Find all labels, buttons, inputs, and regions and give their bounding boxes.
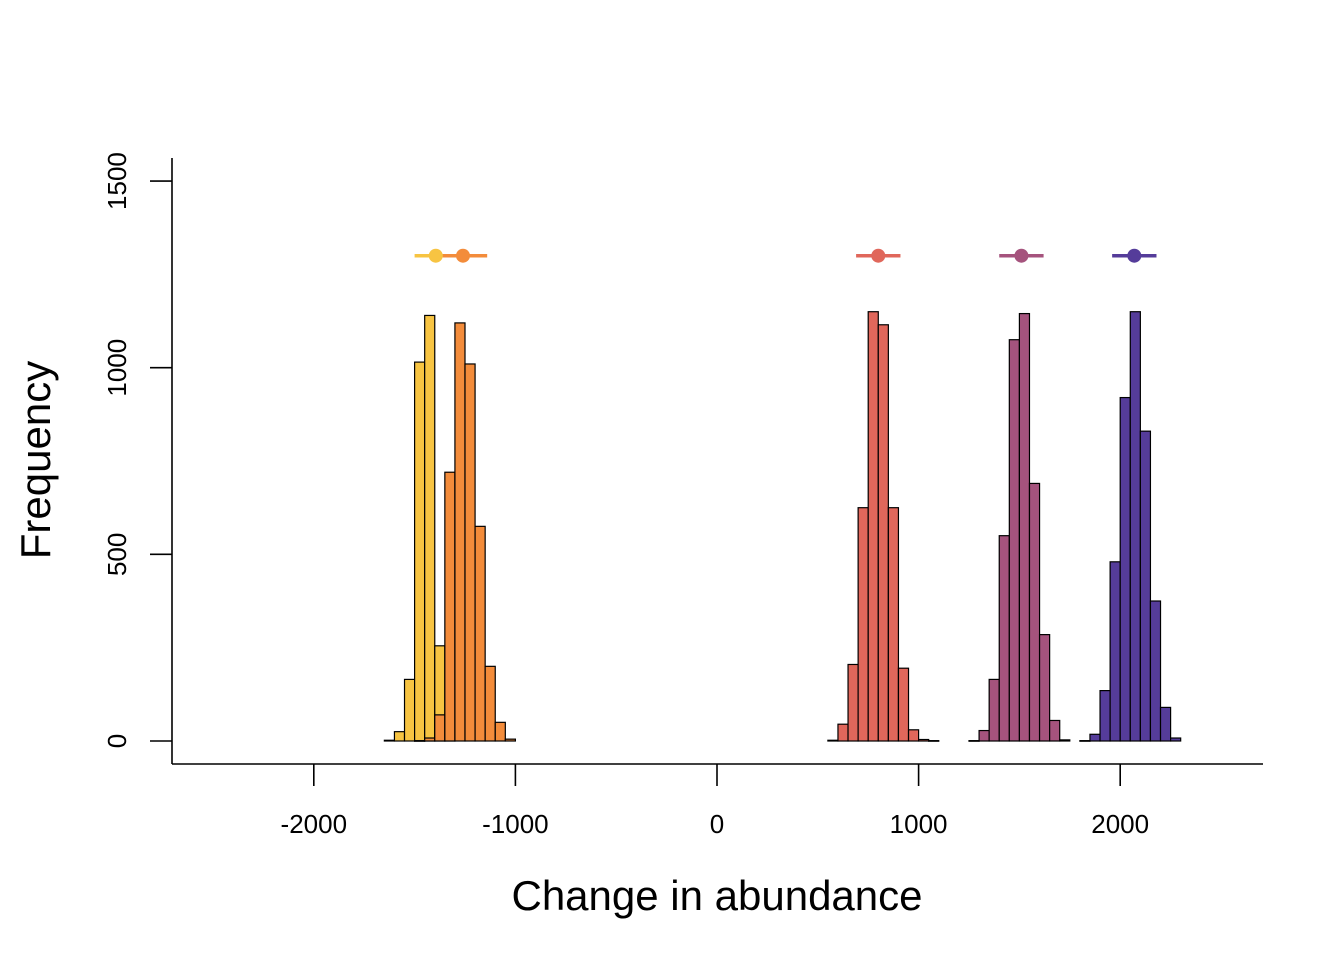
- histogram-bar: [1149, 600, 1162, 742]
- histogram-bar: [1018, 312, 1031, 742]
- y-tick-label: 500: [102, 533, 132, 576]
- histogram-bar: [847, 663, 859, 742]
- histogram-bar: [988, 678, 1000, 742]
- credible-intervals: [414, 248, 1157, 263]
- histogram-bar: [857, 507, 869, 742]
- histogram-bars: [383, 311, 1182, 742]
- x-tick-label: 2000: [1091, 809, 1149, 839]
- histogram-bar: [444, 471, 456, 742]
- histogram-bar: [1109, 561, 1121, 742]
- point-estimate: [1127, 248, 1142, 263]
- histogram-bar: [414, 740, 426, 742]
- histogram-bar: [907, 729, 920, 742]
- point-estimate: [1014, 248, 1029, 263]
- interval-series-2: [442, 248, 488, 263]
- histogram-bar: [474, 525, 486, 742]
- point-estimate: [455, 248, 470, 263]
- histogram-bar: [403, 678, 416, 742]
- histogram-bar: [434, 714, 446, 742]
- histogram-bar: [1139, 430, 1152, 742]
- histogram-series-2: [414, 322, 517, 742]
- histogram-bar: [968, 740, 980, 742]
- histogram-bar: [1008, 339, 1021, 742]
- y-axis-ticks: 0 500 1000 1500: [102, 152, 172, 748]
- histogram-bar: [484, 665, 496, 742]
- axes: -2000 -1000 0 1000 2000 0 500 1000 1500: [102, 152, 1263, 839]
- histogram-bar: [424, 314, 436, 742]
- x-tick-label: 1000: [890, 809, 948, 839]
- histogram-bar: [1099, 690, 1111, 742]
- histogram-bar: [383, 739, 396, 742]
- histogram-bar: [1129, 311, 1141, 742]
- histogram-series-3: [827, 311, 940, 742]
- x-axis-title: Change in abundance: [511, 872, 922, 919]
- histogram-bar: [454, 322, 466, 742]
- histogram-series-5: [1079, 311, 1182, 742]
- histogram-bar: [1059, 739, 1071, 742]
- histogram-bar: [1119, 396, 1131, 742]
- y-tick-label: 1500: [102, 152, 132, 210]
- histogram-bar: [1169, 737, 1182, 742]
- histogram-bar: [978, 729, 990, 742]
- histogram-series-4: [968, 312, 1071, 742]
- x-axis-ticks: -2000 -1000 0 1000 2000: [281, 764, 1149, 839]
- histogram-bar: [897, 667, 910, 742]
- histogram-bar: [928, 740, 940, 742]
- x-tick-label: 0: [710, 809, 724, 839]
- histogram-bar: [877, 324, 889, 742]
- y-axis-title: Frequency: [12, 361, 59, 559]
- histogram-bar: [827, 739, 839, 742]
- histogram-bar: [867, 311, 879, 742]
- histogram-bar: [1049, 719, 1061, 742]
- histogram-bar: [1159, 706, 1172, 742]
- y-tick-label: 1000: [102, 339, 132, 397]
- histogram-bar: [887, 507, 900, 742]
- x-tick-label: -1000: [482, 809, 549, 839]
- histogram-bar: [1028, 482, 1041, 742]
- histogram-bar: [1038, 634, 1051, 742]
- histogram-bar: [464, 363, 476, 742]
- histogram-bar: [424, 737, 436, 742]
- histogram-bar: [1089, 733, 1101, 742]
- histogram-bar: [998, 535, 1010, 742]
- histogram-bar: [504, 738, 517, 742]
- interval-series-4: [999, 248, 1044, 263]
- histogram-bar: [917, 738, 930, 742]
- interval-series-3: [856, 248, 901, 263]
- histogram-bar: [393, 731, 406, 742]
- point-estimate: [871, 248, 886, 263]
- point-estimate: [428, 248, 443, 263]
- histogram-bar: [837, 723, 849, 742]
- histogram-bar: [494, 721, 506, 742]
- histogram-bar: [414, 361, 426, 742]
- histogram-bar: [1079, 740, 1091, 742]
- y-tick-label: 0: [102, 734, 132, 748]
- x-tick-label: -2000: [281, 809, 348, 839]
- interval-series-5: [1112, 248, 1157, 263]
